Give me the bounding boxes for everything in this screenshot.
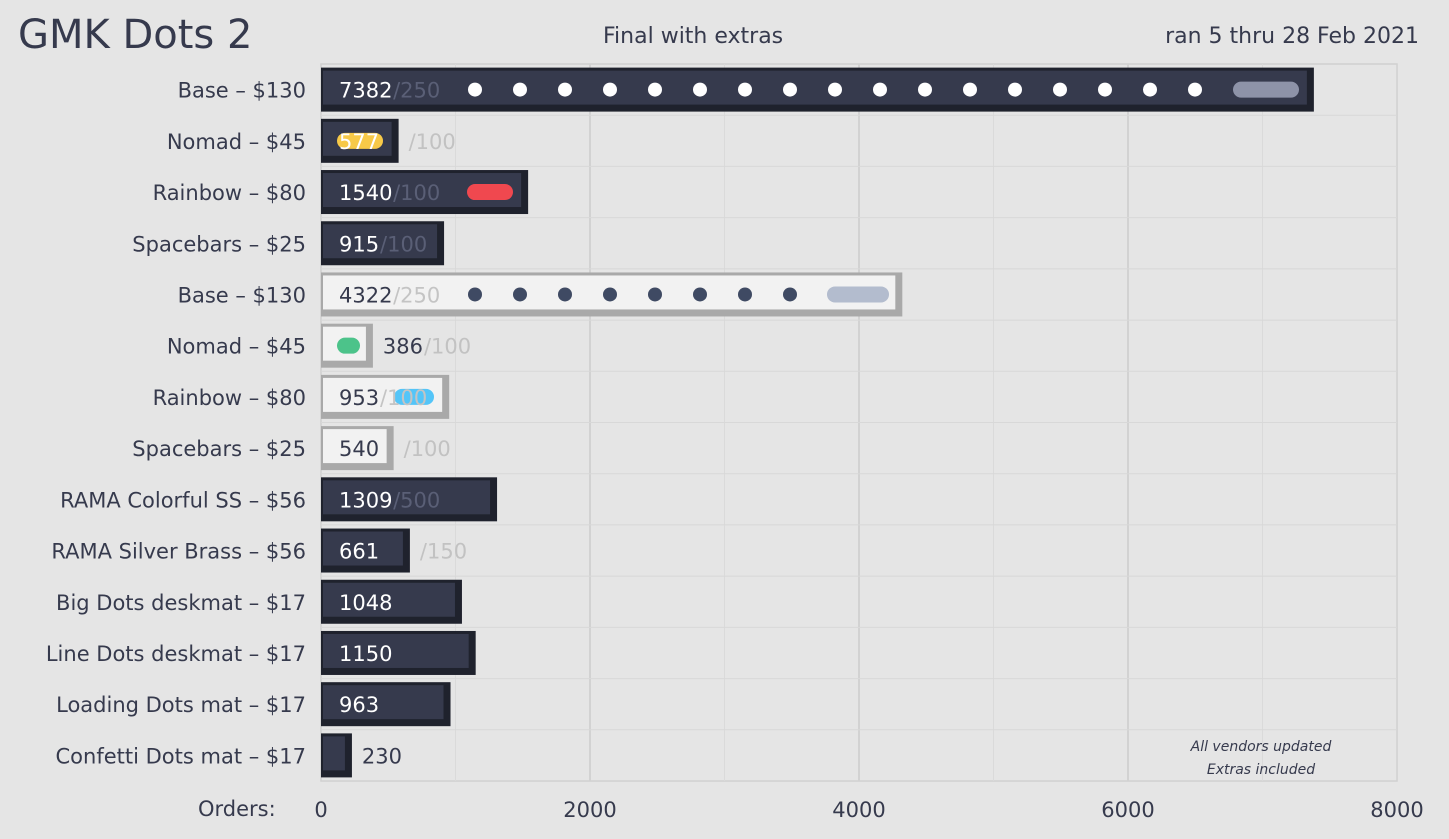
date-range: ran 5 thru 28 Feb 2021 <box>1165 24 1419 49</box>
category-label: Nomad – $45 <box>167 130 306 154</box>
x-axis-label: Orders: <box>198 797 276 821</box>
target-label: /500 <box>393 488 440 512</box>
bar-face <box>323 480 491 515</box>
bar-dot <box>648 82 662 97</box>
category-label: Confetti Dots mat – $17 <box>56 744 306 768</box>
bar-face <box>323 633 469 668</box>
data-label: 577 <box>339 130 379 154</box>
target-label: /100 <box>380 232 427 256</box>
bar-face <box>323 582 455 617</box>
category-label: Spacebars – $25 <box>132 232 306 256</box>
bar-dot <box>468 287 482 302</box>
data-label: 953 <box>339 386 379 410</box>
category-label: Rainbow – $80 <box>153 386 306 410</box>
bar-dot <box>738 82 752 97</box>
x-tick-label: 0 <box>314 798 327 822</box>
annotation-line-2: Extras included <box>1207 762 1315 778</box>
data-label: 661 <box>339 540 379 564</box>
bars-layer <box>321 67 1314 778</box>
bar-dot <box>693 287 707 302</box>
target-label: /100 <box>393 181 440 205</box>
annotation: All vendors updated Extras included <box>1190 739 1332 778</box>
bar-dot <box>783 82 797 97</box>
bar-face <box>323 429 387 464</box>
category-label: Loading Dots mat – $17 <box>56 693 306 717</box>
category-label: Base – $130 <box>178 79 306 103</box>
bar-pill <box>1233 81 1299 98</box>
bar-dot <box>783 287 797 302</box>
target-label: /250 <box>393 283 440 307</box>
target-label: /100 <box>404 437 451 461</box>
bar-face <box>323 736 345 771</box>
bar-dot <box>513 82 527 97</box>
data-label: 386 <box>383 335 423 359</box>
data-label: 915 <box>339 232 379 256</box>
bar-dot <box>1188 82 1202 97</box>
bar-dot <box>873 82 887 97</box>
bar-dot <box>1098 82 1112 97</box>
category-label: Line Dots deskmat – $17 <box>46 642 306 666</box>
bar-dot <box>1008 82 1022 97</box>
data-label: 1150 <box>339 642 392 666</box>
bar-pill <box>394 388 434 405</box>
bar-dot <box>603 82 617 97</box>
category-label: RAMA Colorful SS – $56 <box>60 488 306 512</box>
target-label: /250 <box>393 79 440 103</box>
chart-subtitle: Final with extras <box>603 24 784 49</box>
data-label: 7382 <box>339 79 392 103</box>
bar-dot <box>513 287 527 302</box>
data-label: 1540 <box>339 181 392 205</box>
category-label: RAMA Silver Brass – $56 <box>51 540 306 564</box>
data-label: 4322 <box>339 283 392 307</box>
bar-face <box>323 224 438 259</box>
category-label: Big Dots deskmat – $17 <box>56 591 306 615</box>
bar-dot <box>828 82 842 97</box>
category-label: Base – $130 <box>178 283 306 307</box>
data-label: 230 <box>362 744 402 768</box>
target-label: /100 <box>380 386 427 410</box>
x-tick-label: 2000 <box>563 798 616 822</box>
category-label: Nomad – $45 <box>167 335 306 359</box>
bar-dot <box>558 82 572 97</box>
target-label: /100 <box>424 335 471 359</box>
bar-pill <box>467 184 513 201</box>
x-tick-label: 6000 <box>1101 798 1154 822</box>
bar-dot <box>468 82 482 97</box>
bar-face <box>323 685 444 720</box>
bar-dot <box>918 82 932 97</box>
bar-dot <box>693 82 707 97</box>
bar-dot <box>558 287 572 302</box>
bar-dot <box>1053 82 1067 97</box>
labels-layer: 0 2000 4000 6000 8000 Base – $130 7382/250 Noma… <box>46 79 1424 822</box>
target-label: /100 <box>409 130 456 154</box>
x-tick-label: 4000 <box>832 798 885 822</box>
target-label: /150 <box>420 540 467 564</box>
x-tick-label: 8000 <box>1370 798 1423 822</box>
bar-face <box>323 531 403 566</box>
bar-dot <box>603 287 617 302</box>
annotation-line-1: All vendors updated <box>1190 739 1332 755</box>
data-label: 963 <box>339 693 379 717</box>
data-label: 1309 <box>339 488 392 512</box>
bar-pill <box>337 337 360 354</box>
bar-dot <box>738 287 752 302</box>
bar-dot <box>1143 82 1157 97</box>
bar-dot <box>648 287 662 302</box>
category-label: Spacebars – $25 <box>132 437 306 461</box>
bar-dot <box>963 82 977 97</box>
data-label: 1048 <box>339 591 392 615</box>
category-label: Rainbow – $80 <box>153 181 306 205</box>
bar-pill <box>337 132 383 149</box>
bar-face <box>323 70 1307 105</box>
data-label: 540 <box>339 437 379 461</box>
page-title: GMK Dots 2 <box>18 12 253 58</box>
bar-pill <box>827 286 889 303</box>
